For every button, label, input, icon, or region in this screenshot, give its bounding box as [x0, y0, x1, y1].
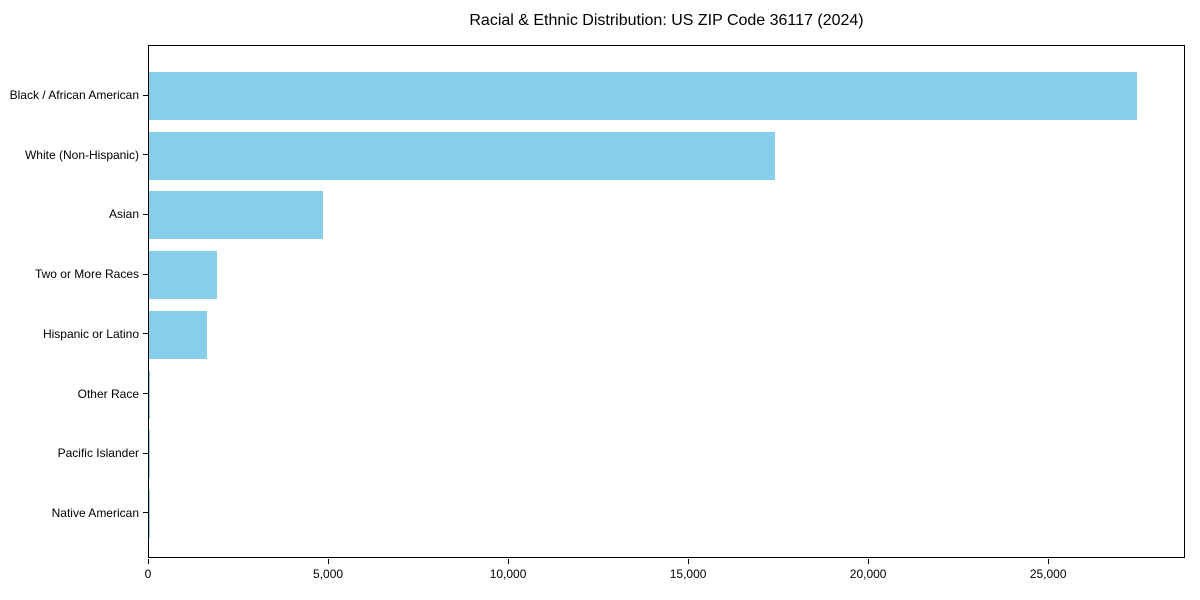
x-axis-tick	[1047, 559, 1049, 564]
x-tick-label: 10,000	[489, 567, 527, 581]
x-axis-tick	[867, 559, 869, 564]
bar-black-african-american	[149, 72, 1138, 120]
y-tick-label: Asian	[108, 207, 139, 222]
x-axis-tick	[327, 559, 329, 564]
bar-white-non-hispanic	[149, 131, 775, 180]
chart-title: Racial & Ethnic Distribution: US ZIP Cod…	[469, 12, 864, 29]
x-tick-label: 20,000	[849, 567, 887, 581]
y-tick-label: Hispanic or Latino	[42, 326, 139, 341]
plot-area	[148, 45, 1185, 558]
x-tick-label: 0	[144, 567, 152, 581]
y-axis-tick	[143, 154, 148, 156]
bar-pacific-islander	[149, 430, 150, 479]
bar-asian	[149, 191, 323, 240]
y-axis-tick	[143, 452, 148, 454]
y-axis-tick	[143, 512, 148, 514]
y-axis-tick	[143, 273, 148, 275]
bar-two-or-more-races	[149, 251, 217, 300]
bar-hispanic-or-latino	[149, 310, 207, 359]
y-axis-tick	[143, 393, 148, 394]
y-tick-label: White (Non-Hispanic)	[24, 147, 139, 162]
bar-other-race	[149, 370, 151, 419]
x-tick-label: 5,000	[313, 567, 344, 581]
x-axis-tick	[147, 559, 149, 564]
y-axis-tick	[143, 333, 148, 335]
y-tick-label: Black / African American	[9, 88, 139, 102]
y-axis-tick	[143, 94, 148, 96]
y-tick-label: Two or More Races	[34, 267, 139, 282]
y-tick-label: Pacific Islander	[57, 446, 139, 461]
x-tick-label: 25,000	[1029, 567, 1067, 581]
y-tick-label: Other Race	[77, 386, 139, 401]
y-axis-tick	[143, 213, 148, 215]
x-tick-label: 15,000	[669, 567, 707, 581]
x-axis-tick	[507, 559, 509, 564]
y-tick-label: Native American	[51, 505, 139, 520]
x-axis-tick	[687, 559, 689, 564]
